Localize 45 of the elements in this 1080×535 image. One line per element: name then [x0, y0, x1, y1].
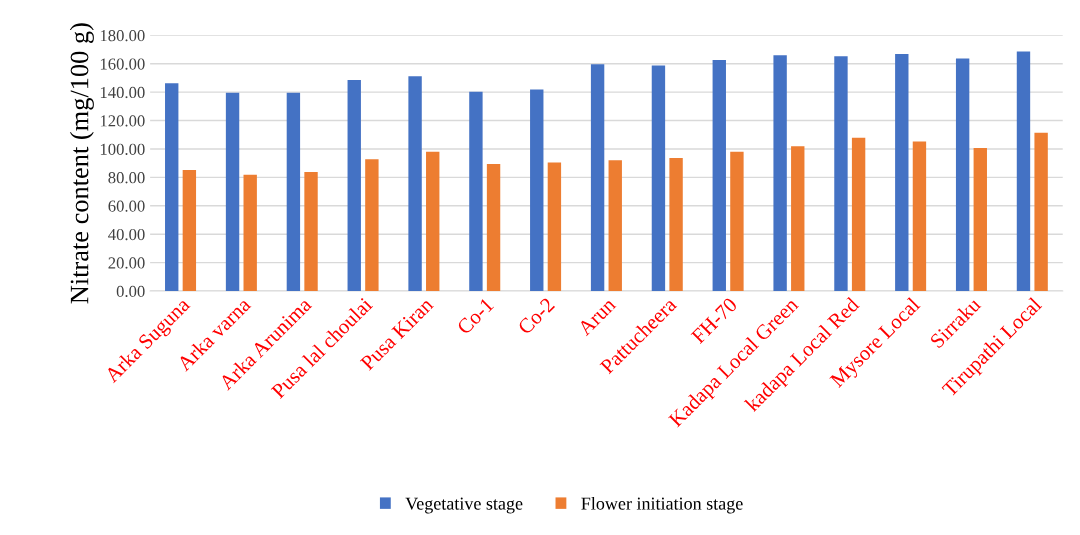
y-tick-label: 120.00 — [100, 115, 145, 127]
bar — [469, 91, 483, 292]
bar — [791, 146, 805, 292]
y-tick-label: 80.00 — [108, 172, 145, 184]
y-tick-label: 0.00 — [116, 285, 145, 298]
x-tick-label: Co-2 — [517, 297, 556, 336]
bar — [182, 169, 197, 292]
y-tick-label: 40.00 — [108, 228, 145, 241]
bar — [225, 92, 240, 292]
bar — [730, 151, 744, 292]
bar — [530, 89, 544, 292]
bar — [669, 157, 683, 292]
bar — [243, 174, 257, 292]
bar — [773, 55, 787, 292]
bar — [426, 151, 440, 292]
bar — [895, 53, 909, 292]
legend-label: Flower initiation stage — [581, 496, 743, 514]
bar — [651, 65, 666, 292]
bar — [712, 59, 726, 292]
bar — [851, 137, 866, 292]
bar — [973, 148, 987, 292]
bar — [304, 171, 318, 292]
y-tick-label: 160.00 — [100, 58, 145, 70]
bar — [955, 58, 970, 292]
bar — [408, 76, 422, 292]
bar — [912, 141, 927, 292]
y-tick-label: 60.00 — [108, 200, 145, 212]
bar — [486, 163, 501, 292]
bar — [165, 83, 179, 292]
bar — [347, 80, 361, 292]
y-tick-label: 180.00 — [100, 30, 145, 42]
legend-label: Vegetative stage — [405, 497, 523, 514]
bar — [1016, 51, 1031, 292]
y-tick-label: 20.00 — [108, 257, 145, 269]
y-tick-label: 140.00 — [100, 86, 145, 99]
y-axis-title: Nitrate content (mg/100 g) — [69, 23, 94, 304]
bar — [608, 160, 622, 292]
bar — [590, 64, 605, 292]
y-tick-label: 100.00 — [100, 143, 145, 155]
bar — [834, 56, 848, 292]
x-tick-label: Co-1 — [456, 297, 495, 336]
bar — [547, 162, 562, 292]
bar — [1034, 132, 1048, 292]
bar — [365, 159, 379, 292]
bar — [286, 92, 301, 292]
